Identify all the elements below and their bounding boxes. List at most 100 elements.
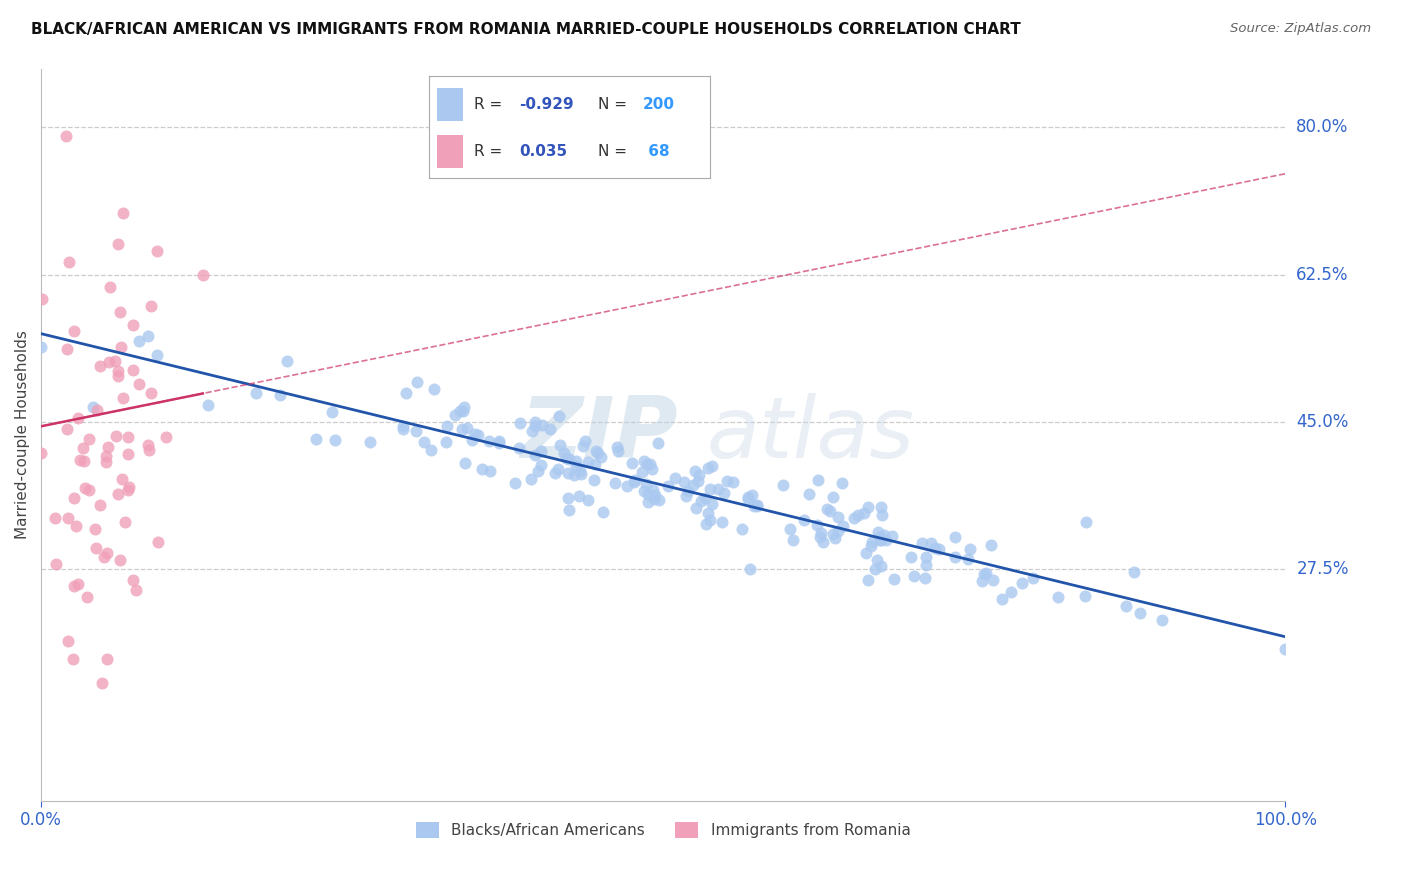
Point <box>63 491 86 505</box>
Point <box>586 446 609 460</box>
Point <box>779 522 801 536</box>
Point <box>562 468 585 483</box>
Point <box>31 292 53 306</box>
Point <box>693 491 716 505</box>
Point <box>55 343 77 357</box>
Point <box>846 508 869 522</box>
Point <box>1074 589 1097 603</box>
Text: N =: N = <box>598 97 627 112</box>
Point <box>122 573 145 587</box>
Point <box>557 466 579 480</box>
Point <box>98 354 121 368</box>
Point <box>527 465 550 479</box>
Point <box>842 511 865 525</box>
Point <box>747 499 769 513</box>
Point <box>572 439 595 453</box>
Point <box>676 483 699 498</box>
Point <box>797 486 820 500</box>
Point <box>637 487 659 501</box>
Point <box>1274 641 1296 656</box>
Point <box>96 449 118 463</box>
Point <box>981 573 1004 587</box>
Point <box>821 491 844 505</box>
Point <box>450 422 472 436</box>
Point <box>1011 575 1033 590</box>
Point <box>648 492 671 507</box>
Point <box>83 522 105 536</box>
Point <box>148 535 170 549</box>
Legend: Blacks/African Americans, Immigrants from Romania: Blacks/African Americans, Immigrants fro… <box>409 816 917 845</box>
Text: 45.0%: 45.0% <box>1296 413 1348 431</box>
Point <box>45 558 67 572</box>
Point <box>550 437 572 451</box>
Point <box>30 446 52 460</box>
Point <box>155 430 177 444</box>
Point <box>453 400 475 414</box>
Point <box>557 491 579 505</box>
Point <box>547 462 569 476</box>
Point <box>903 569 925 583</box>
Point <box>464 426 486 441</box>
Point <box>66 577 89 591</box>
Point <box>1129 606 1152 620</box>
Point <box>523 415 546 429</box>
Point <box>413 434 436 449</box>
Point <box>807 473 830 487</box>
FancyBboxPatch shape <box>437 136 463 168</box>
Point <box>853 506 876 520</box>
Point <box>637 494 659 508</box>
Point <box>592 505 614 519</box>
Point <box>990 591 1012 606</box>
Point <box>782 533 804 547</box>
Point <box>451 403 474 417</box>
Point <box>58 510 80 524</box>
Point <box>631 465 654 479</box>
Point <box>589 450 612 464</box>
Point <box>107 236 129 251</box>
Point <box>508 441 530 455</box>
Point <box>605 476 627 491</box>
Point <box>914 558 936 572</box>
Point <box>530 443 553 458</box>
Point <box>62 651 84 665</box>
Point <box>136 438 159 452</box>
Point <box>900 550 922 565</box>
Point <box>823 527 845 541</box>
Point <box>914 571 936 585</box>
Text: -0.929: -0.929 <box>519 97 574 112</box>
Point <box>146 348 169 362</box>
Point <box>76 590 98 604</box>
Point <box>623 475 645 490</box>
Point <box>875 533 897 547</box>
Point <box>63 579 86 593</box>
Point <box>582 473 605 487</box>
Point <box>873 528 896 542</box>
Point <box>697 461 720 475</box>
Point <box>742 499 765 513</box>
Point <box>405 425 427 439</box>
Point <box>110 305 132 319</box>
Point <box>79 483 101 498</box>
Point <box>63 324 86 338</box>
Point <box>638 457 661 471</box>
Point <box>688 468 710 483</box>
Point <box>973 566 995 581</box>
Point <box>959 542 981 557</box>
Point <box>89 359 111 373</box>
Point <box>391 422 413 436</box>
Point <box>558 452 581 467</box>
Point <box>811 534 834 549</box>
Point <box>699 482 721 496</box>
Point <box>924 541 946 555</box>
Point <box>107 368 129 383</box>
Point <box>548 409 571 423</box>
Point <box>139 386 162 401</box>
Point <box>96 651 118 665</box>
Text: 80.0%: 80.0% <box>1296 119 1348 136</box>
Point <box>245 386 267 401</box>
Point <box>818 504 841 518</box>
Point <box>633 484 655 499</box>
Text: R =: R = <box>474 145 502 160</box>
Point <box>827 524 849 538</box>
Point <box>643 492 665 507</box>
